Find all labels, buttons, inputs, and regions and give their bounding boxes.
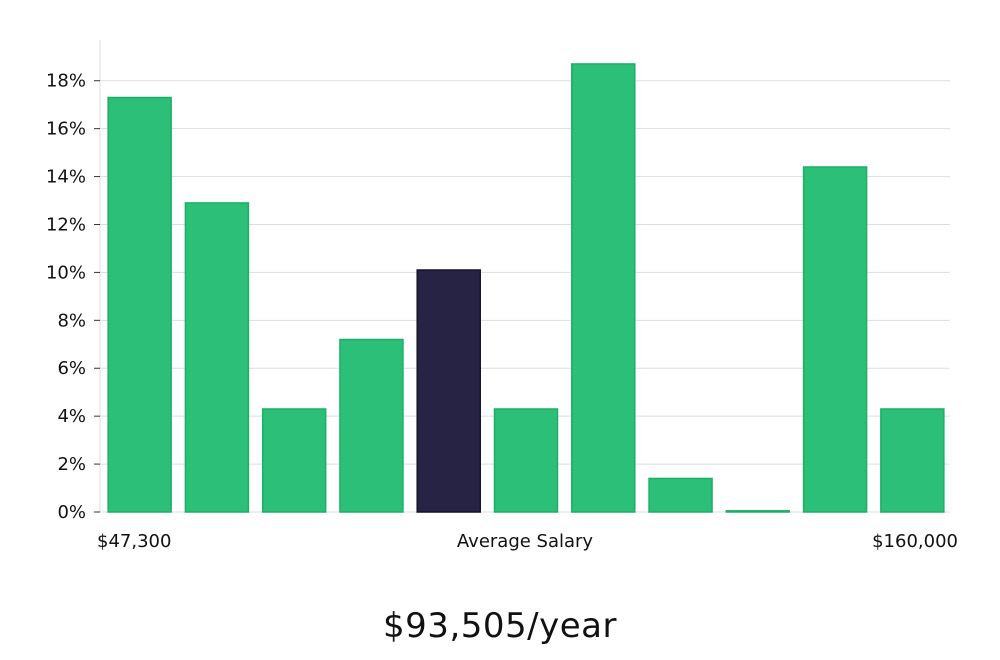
bar bbox=[107, 96, 172, 513]
bar bbox=[725, 510, 791, 513]
bar bbox=[802, 166, 868, 513]
y-axis-ticks: 0% 2% 4% 6% 8% 10% 12% 14% 16% 18% bbox=[46, 71, 100, 523]
y-tick-label: 2% bbox=[57, 454, 86, 475]
bar bbox=[880, 408, 945, 513]
bars bbox=[107, 63, 945, 513]
x-max-label: $160,000 bbox=[872, 531, 958, 552]
bar-highlighted bbox=[416, 269, 481, 513]
y-tick-label: 12% bbox=[46, 214, 86, 235]
bar bbox=[648, 477, 713, 513]
bar bbox=[571, 63, 636, 513]
y-tick-label: 14% bbox=[46, 167, 86, 188]
bar bbox=[339, 338, 404, 513]
y-tick-label: 18% bbox=[46, 71, 86, 92]
y-tick-label: 0% bbox=[57, 502, 86, 523]
average-salary-value: $93,505/year bbox=[383, 606, 617, 646]
bar bbox=[493, 408, 559, 513]
y-tick-label: 10% bbox=[46, 262, 86, 283]
y-tick-label: 16% bbox=[46, 119, 86, 140]
y-tick-label: 4% bbox=[57, 406, 86, 427]
x-min-label: $47,300 bbox=[97, 531, 171, 552]
bar bbox=[184, 202, 250, 513]
salary-distribution-chart: 0% 2% 4% 6% 8% 10% 12% 14% 16% 18% $47,300 Averag… bbox=[46, 40, 958, 552]
bar bbox=[261, 408, 327, 513]
y-tick-label: 6% bbox=[57, 358, 86, 379]
x-center-label: Average Salary bbox=[457, 531, 594, 552]
y-tick-label: 8% bbox=[57, 310, 86, 331]
